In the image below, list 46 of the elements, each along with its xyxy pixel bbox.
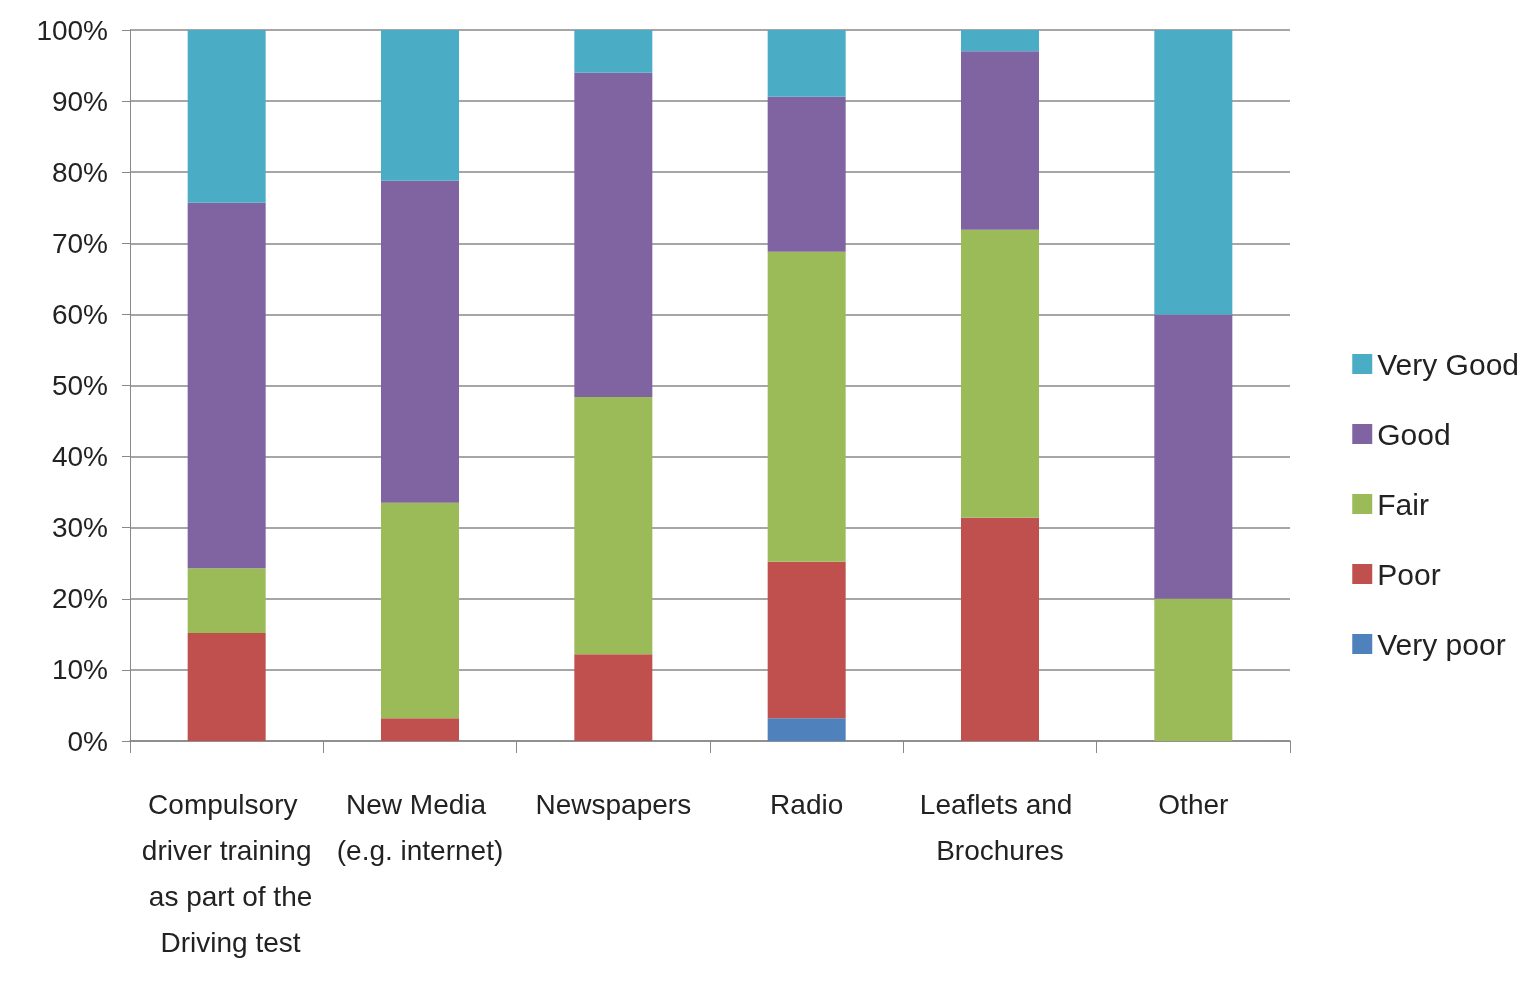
bar — [381, 502, 459, 719]
y-tick-label: 10% — [51, 654, 108, 686]
y-tick-label: 30% — [51, 512, 108, 544]
y-tick-label: 0% — [67, 725, 108, 757]
bar — [961, 51, 1039, 230]
bar — [574, 654, 653, 741]
x-tick-label: Radio — [770, 788, 844, 820]
bar — [1154, 314, 1233, 599]
bar — [187, 202, 266, 569]
bar — [767, 718, 846, 741]
bar — [187, 568, 266, 633]
bar — [767, 30, 846, 97]
legend-label: Very Good — [1377, 347, 1520, 381]
y-tick-label: 50% — [51, 370, 108, 401]
bar — [574, 396, 653, 655]
y-tick-label: 20% — [51, 583, 108, 615]
bar — [574, 30, 653, 73]
y-tick-label: 90% — [51, 85, 108, 117]
bar — [767, 561, 846, 719]
bar — [1154, 30, 1233, 315]
legend-label: Very poor — [1377, 627, 1506, 661]
bar — [767, 251, 846, 562]
bar — [381, 718, 459, 741]
bar — [187, 632, 266, 741]
y-tick-label: 40% — [51, 441, 108, 473]
bar — [961, 30, 1039, 52]
x-tick-label: Other — [1158, 788, 1229, 820]
y-tick-label: 60% — [51, 298, 108, 330]
bar — [381, 180, 459, 503]
bar — [767, 96, 846, 252]
x-tick-label: Compulsory driver training as part of the Driving test — [141, 788, 313, 958]
y-tick-label: 80% — [51, 156, 108, 188]
x-tick-label: Leaflets and Brochures — [919, 788, 1081, 866]
x-tick-label: New Media (e.g. internet) — [336, 788, 504, 866]
bar — [381, 30, 459, 181]
legend-label: Poor — [1377, 557, 1441, 591]
bar — [961, 517, 1039, 741]
bar — [574, 72, 653, 397]
y-tick-label: 100% — [36, 14, 108, 46]
y-tick-label: 70% — [51, 227, 108, 259]
bar — [187, 30, 266, 203]
legend-label: Fair — [1377, 487, 1429, 521]
x-tick-label: Newspapers — [535, 788, 692, 820]
bar — [1154, 598, 1233, 741]
legend-label: Good — [1377, 417, 1451, 451]
bar — [961, 229, 1039, 518]
